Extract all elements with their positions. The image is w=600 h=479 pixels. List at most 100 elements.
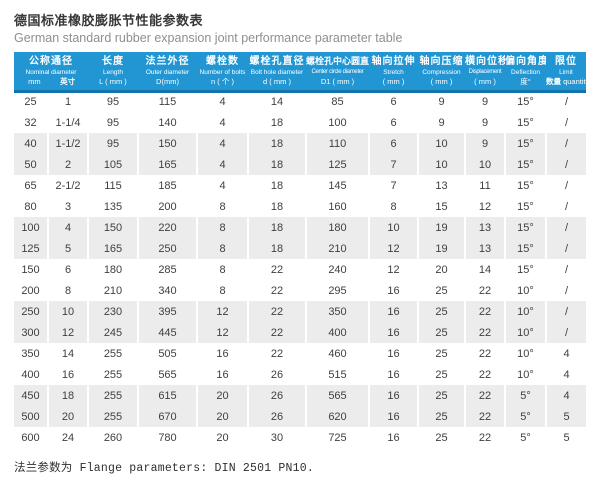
table-cell: 100 [14, 217, 48, 238]
table-cell: 340 [137, 280, 197, 301]
table-cell: 3 [47, 196, 88, 217]
table-cell: 26 [247, 364, 306, 385]
table-cell: 200 [21, 284, 40, 297]
table-cell: 13 [464, 217, 505, 238]
table-cell: 350 [305, 301, 369, 322]
table-cell: 255 [87, 364, 138, 385]
header-label-zh: 螺栓孔中心圆直径 [306, 56, 369, 67]
table-cell: 20 [196, 427, 248, 448]
header-label-zh: 长度 [102, 56, 124, 68]
table-cell: 255 [87, 343, 138, 364]
col-header-stretch: 轴向拉伸 Stretch ( mm ) [369, 52, 418, 93]
table-cell: / [545, 133, 586, 154]
table-cell: 15° [504, 196, 546, 217]
col-header-number-of-bolts: 螺栓数 Number of bolts n ( 个 ) [197, 52, 248, 93]
table-cell: 210 [87, 280, 138, 301]
table-cell: 85 [305, 91, 369, 112]
table-cell: 6 [368, 91, 418, 112]
table-cell: 125 [14, 238, 48, 259]
table-cell: 16 [368, 406, 418, 427]
header-sub-label: D(mm) [156, 77, 179, 87]
table-row: 400 16 255 565 16 26 515 16 25 22 10° 4 [14, 364, 586, 385]
table-cell: 11 [464, 175, 505, 196]
table-cell: 105 [87, 154, 138, 175]
table-cell: 14 [464, 259, 505, 280]
table-cell: 20 [47, 406, 88, 427]
table-cell: 135 [87, 196, 138, 217]
table-cell: 10 [368, 217, 418, 238]
header-label-en: Limit [559, 69, 573, 77]
table-cell: 19 [417, 217, 465, 238]
table-cell: 25 [417, 322, 465, 343]
table-cell: 460 [305, 343, 369, 364]
table-cell: 285 [137, 259, 197, 280]
table-cell: 240 [305, 259, 369, 280]
table-cell: 1 [47, 91, 88, 112]
table-cell: 165 [87, 238, 138, 259]
table-cell: 16 [196, 364, 248, 385]
table-cell: 16 [368, 301, 418, 322]
table-cell: / [545, 217, 586, 238]
table-cell: 160 [305, 196, 369, 217]
table-cell: 10 [464, 154, 505, 175]
table-cell: 150 [137, 133, 197, 154]
table-cell: 6 [368, 112, 418, 133]
table-cell: 165 [137, 154, 197, 175]
table-cell: / [545, 259, 586, 280]
table-cell: 16 [47, 364, 88, 385]
table-cell: 8 [196, 280, 248, 301]
table-cell: 565 [305, 385, 369, 406]
header-sub-label: ( mm ) [474, 77, 496, 87]
table-cell: 16 [196, 343, 248, 364]
table-cell: 400 [21, 368, 40, 381]
table-cell: 22 [464, 427, 505, 448]
table-cell: 9 [417, 112, 465, 133]
table-cell: 620 [305, 406, 369, 427]
table-cell: 25 [417, 280, 465, 301]
table-row: 450 18 255 615 20 26 565 16 25 22 5° 4 [14, 385, 586, 406]
header-sub-label: mm 英寸 [28, 77, 76, 87]
table-cell: 15° [504, 154, 546, 175]
table-cell: 670 [137, 406, 197, 427]
table-cell: 15° [504, 133, 546, 154]
table-cell: 2 [47, 154, 88, 175]
table-cell: 12 [464, 196, 505, 217]
table-cell: / [545, 154, 586, 175]
table-cell: 230 [87, 301, 138, 322]
flange-parameters-note: 法兰参数为 Flange parameters: DIN 2501 PN10. [14, 462, 314, 475]
table-cell: 25 [417, 406, 465, 427]
table-row: 65 2-1/2 115 185 4 18 145 7 13 11 15° / [14, 175, 586, 196]
table-cell: 8 [196, 238, 248, 259]
table-cell: 22 [464, 385, 505, 406]
header-label-en: Stretch [383, 69, 404, 77]
table-cell: 18 [247, 154, 306, 175]
table-cell: 5 [545, 406, 586, 427]
header-sub-label: n ( 个 ) [211, 77, 234, 87]
table-cell: 15° [504, 112, 546, 133]
table-cell: 4 [196, 175, 248, 196]
table-cell: 65 [24, 179, 37, 192]
table-cell: 505 [137, 343, 197, 364]
table-cell: 4 [545, 343, 586, 364]
table-cell: / [545, 280, 586, 301]
table-cell: 145 [305, 175, 369, 196]
header-label-en: Compression [422, 69, 461, 77]
table-cell: 15° [504, 259, 546, 280]
table-cell: 10° [504, 343, 546, 364]
table-cell: 80 [24, 200, 37, 213]
table-cell: 9 [464, 112, 505, 133]
header-label-en: Deflection [511, 69, 540, 77]
table-cell: 780 [137, 427, 197, 448]
table-cell: 9 [464, 91, 505, 112]
col-header-deflection: 偏向角度 Deflection 度° [505, 52, 546, 93]
table-cell: / [545, 112, 586, 133]
table-row: 150 6 180 285 8 22 240 12 20 14 15° / [14, 259, 586, 280]
table-cell: 110 [305, 133, 369, 154]
table-cell: 15 [417, 196, 465, 217]
table-cell: 15° [504, 175, 546, 196]
header-label-en: Bolt hole diameter [250, 69, 304, 77]
table-cell: 5 [47, 238, 88, 259]
header-label-zh: 轴向拉伸 [371, 56, 416, 68]
table-cell: 600 [21, 431, 40, 444]
table-cell: 14 [47, 343, 88, 364]
